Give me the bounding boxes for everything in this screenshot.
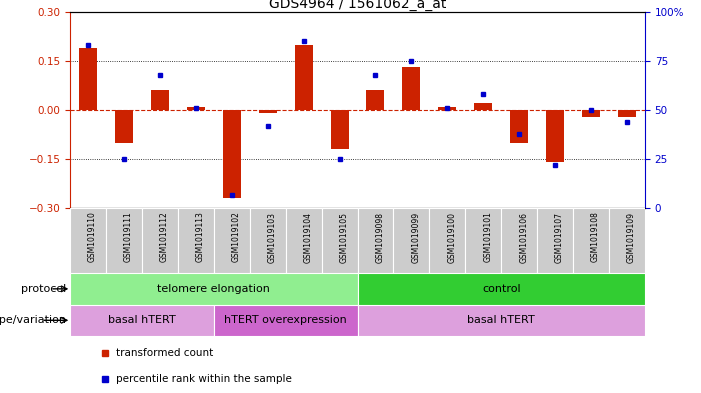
Text: GSM1019101: GSM1019101 <box>483 211 492 263</box>
Bar <box>501 208 537 273</box>
Bar <box>358 273 645 305</box>
Bar <box>187 107 205 110</box>
Bar <box>106 208 142 273</box>
Text: percentile rank within the sample: percentile rank within the sample <box>116 374 292 384</box>
Bar <box>402 68 421 110</box>
Bar <box>393 208 429 273</box>
Bar <box>331 110 348 149</box>
Text: GSM1019104: GSM1019104 <box>304 211 313 263</box>
Title: GDS4964 / 1561062_a_at: GDS4964 / 1561062_a_at <box>268 0 447 11</box>
Bar <box>537 208 573 273</box>
Text: control: control <box>482 284 521 294</box>
Bar <box>582 110 600 117</box>
Bar <box>358 208 393 273</box>
Bar <box>286 208 322 273</box>
Bar <box>70 273 358 305</box>
Bar <box>475 103 492 110</box>
Bar <box>294 44 313 110</box>
Text: GSM1019100: GSM1019100 <box>447 211 456 263</box>
Text: GSM1019102: GSM1019102 <box>232 211 240 263</box>
Bar <box>178 208 214 273</box>
Bar <box>573 208 609 273</box>
Text: GSM1019105: GSM1019105 <box>339 211 348 263</box>
Bar <box>250 208 286 273</box>
Bar <box>214 208 250 273</box>
Text: GSM1019108: GSM1019108 <box>591 211 600 263</box>
Bar <box>223 110 240 198</box>
Bar <box>259 110 277 113</box>
Bar <box>465 208 501 273</box>
Bar <box>214 305 358 336</box>
Text: telomere elongation: telomere elongation <box>157 284 271 294</box>
Bar <box>358 305 645 336</box>
Bar <box>546 110 564 162</box>
Text: genotype/variation: genotype/variation <box>0 315 67 325</box>
Text: GSM1019098: GSM1019098 <box>376 211 384 263</box>
Bar <box>70 305 214 336</box>
Bar <box>609 208 645 273</box>
Bar <box>510 110 528 143</box>
Text: GSM1019111: GSM1019111 <box>124 211 133 262</box>
Text: basal hTERT: basal hTERT <box>468 315 535 325</box>
Bar <box>115 110 133 143</box>
Bar <box>367 90 384 110</box>
Text: GSM1019099: GSM1019099 <box>411 211 421 263</box>
Text: GSM1019103: GSM1019103 <box>268 211 277 263</box>
Text: GSM1019112: GSM1019112 <box>160 211 169 262</box>
Text: hTERT overexpression: hTERT overexpression <box>224 315 347 325</box>
Bar <box>142 208 178 273</box>
Text: GSM1019109: GSM1019109 <box>627 211 636 263</box>
Bar <box>151 90 169 110</box>
Text: protocol: protocol <box>21 284 67 294</box>
Bar <box>430 208 465 273</box>
Text: GSM1019107: GSM1019107 <box>555 211 564 263</box>
Bar <box>618 110 636 117</box>
Text: GSM1019113: GSM1019113 <box>196 211 205 263</box>
Text: GSM1019110: GSM1019110 <box>88 211 97 263</box>
Bar <box>438 107 456 110</box>
Bar <box>79 48 97 110</box>
Text: basal hTERT: basal hTERT <box>108 315 176 325</box>
Text: GSM1019106: GSM1019106 <box>519 211 528 263</box>
Bar <box>322 208 358 273</box>
Bar <box>70 208 106 273</box>
Text: transformed count: transformed count <box>116 348 213 358</box>
